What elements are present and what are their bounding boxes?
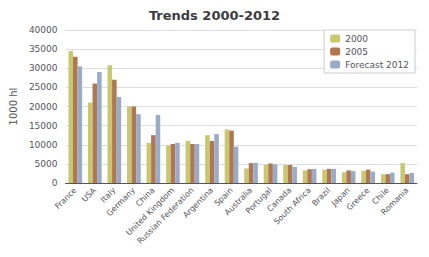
- svg-text:Portugal: Portugal: [244, 185, 274, 216]
- svg-text:15000: 15000: [29, 121, 58, 131]
- svg-text:35000: 35000: [29, 44, 58, 54]
- svg-text:Argentina: Argentina: [181, 186, 215, 220]
- svg-text:Greece: Greece: [345, 186, 372, 213]
- svg-text:China: China: [134, 185, 157, 209]
- svg-text:25000: 25000: [29, 82, 58, 92]
- svg-text:Forecast 2012: Forecast 2012: [345, 60, 409, 70]
- svg-text:5000: 5000: [35, 159, 58, 169]
- svg-text:30000: 30000: [29, 63, 58, 73]
- svg-text:South Africa: South Africa: [272, 186, 313, 227]
- svg-text:Canada: Canada: [265, 185, 294, 214]
- svg-text:Spain: Spain: [212, 185, 235, 208]
- svg-text:10000: 10000: [29, 140, 58, 150]
- svg-text:Italy: Italy: [98, 185, 118, 205]
- svg-text:2005: 2005: [345, 47, 368, 57]
- svg-text:0: 0: [52, 178, 58, 188]
- svg-text:Russian Federation: Russian Federation: [135, 185, 196, 246]
- svg-text:USA: USA: [80, 185, 98, 203]
- svg-text:2000: 2000: [345, 34, 368, 44]
- svg-text:Trends 2000-2012: Trends 2000-2012: [149, 8, 280, 23]
- svg-text:France: France: [53, 186, 78, 211]
- svg-text:Brazil: Brazil: [310, 186, 332, 208]
- svg-text:Romania: Romania: [379, 186, 410, 217]
- svg-text:Australia: Australia: [222, 185, 255, 218]
- svg-text:20000: 20000: [29, 102, 58, 112]
- svg-text:United Kingdom: United Kingdom: [124, 185, 177, 238]
- svg-text:Japan: Japan: [329, 185, 352, 208]
- svg-text:40000: 40000: [29, 25, 58, 35]
- svg-text:Chile: Chile: [370, 185, 391, 207]
- svg-text:Germany: Germany: [105, 186, 138, 219]
- svg-text:1000 hl: 1000 hl: [8, 88, 19, 126]
